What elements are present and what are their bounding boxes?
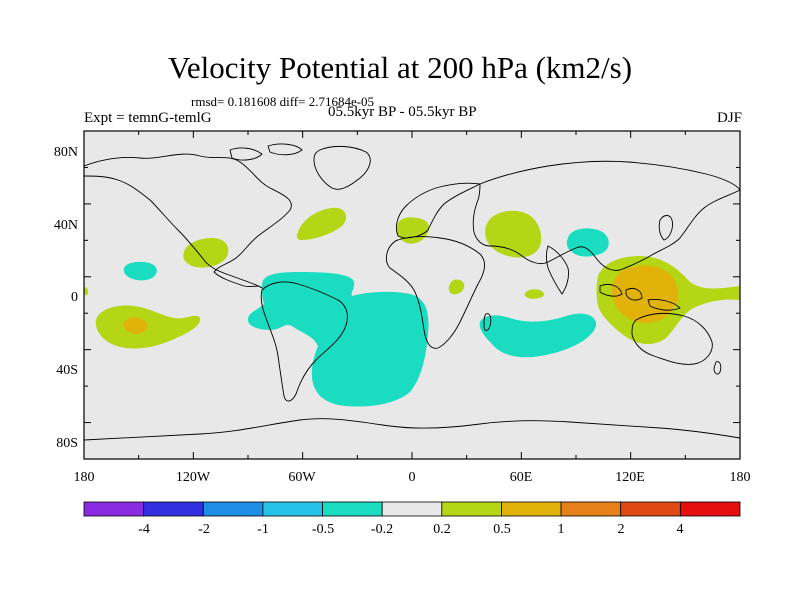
colorbar-box-8 — [560, 501, 622, 517]
coastlines — [84, 143, 740, 441]
experiment-label: Expt = temnG-temlG — [84, 110, 212, 126]
colorbar-box-4 — [322, 501, 383, 517]
lon-label-120e: 120E — [615, 470, 645, 485]
colorbar-box-5 — [381, 501, 443, 517]
colorbar-box-1 — [143, 501, 204, 517]
coast-north-america — [84, 153, 292, 289]
colorbar: -4 -2 -1 -0.5 -0.2 0.2 0.5 1 2 4 — [83, 501, 741, 537]
contour-positive-north-atlantic — [296, 207, 347, 240]
colorbar-label-0: -4 — [138, 522, 150, 537]
contour-positive-south-pacific — [95, 305, 201, 349]
colorbar-box-3 — [262, 501, 323, 517]
colorbar-label-7: 1 — [558, 522, 565, 537]
colorbar-box-2 — [202, 501, 264, 517]
lon-label-0: 0 — [409, 470, 416, 485]
colorbar-label-4: -0.2 — [371, 522, 393, 537]
season-label: DJF — [716, 110, 742, 126]
colorbar-label-2: -1 — [257, 522, 269, 537]
coast-india — [546, 245, 569, 295]
colorbar-box-10 — [679, 501, 741, 517]
coast-madagascar — [483, 313, 492, 331]
coast-south-america — [260, 281, 348, 402]
contour-positive-indian-small — [524, 289, 544, 299]
colorbar-label-1: -2 — [198, 522, 210, 537]
colorbar-box-7 — [501, 501, 562, 517]
lat-label-40n: 40N — [54, 218, 78, 233]
colorbar-label-6: 0.5 — [493, 522, 511, 537]
colorbar-box-9 — [620, 501, 681, 517]
contour-positive-arabia — [485, 210, 542, 258]
lon-label-60e: 60E — [510, 470, 533, 485]
coast-antarctica — [84, 418, 740, 441]
contour-positive-mediterranean — [396, 217, 430, 244]
colorbar-label-5: 0.2 — [433, 522, 451, 537]
lon-label-60w: 60W — [288, 470, 316, 485]
lat-label-80s: 80S — [56, 436, 78, 451]
lat-label-0: 0 — [71, 290, 78, 305]
coast-arctic-islands — [229, 143, 303, 161]
contour-layer — [84, 143, 740, 441]
colorbar-box-6 — [441, 501, 502, 517]
page-title: Velocity Potential at 200 hPa (km2/s) — [167, 50, 633, 85]
lon-label-180w: 180 — [74, 470, 95, 485]
tick-marks — [83, 130, 741, 460]
colorbar-label-9: 4 — [677, 522, 684, 537]
coast-greenland — [313, 145, 371, 190]
lat-label-80n: 80N — [54, 145, 78, 160]
colorbar-label-3: -0.5 — [312, 522, 334, 537]
coast-new-zealand — [713, 361, 722, 375]
coast-africa — [385, 236, 485, 349]
contour-positive-africa-small — [448, 279, 465, 295]
period-label: 05.5kyr BP - 05.5kyr BP — [328, 104, 477, 120]
coast-japan — [658, 215, 673, 241]
colorbar-box-0 — [83, 501, 145, 517]
lon-label-180e: 180 — [730, 470, 751, 485]
colorbar-label-8: 2 — [618, 522, 625, 537]
coast-maritime-continent — [599, 283, 681, 311]
lat-label-40s: 40S — [56, 363, 78, 378]
contour-negative-central-asia — [566, 228, 609, 257]
contour-positive-east-edge — [84, 287, 88, 296]
contour-negative-indian-ocean — [479, 313, 597, 358]
lon-label-120w: 120W — [176, 470, 211, 485]
coast-australia — [631, 312, 713, 365]
coast-asia — [472, 160, 740, 271]
contour-negative-atlantic — [248, 272, 429, 407]
contour-negative-pacific-east — [123, 261, 157, 281]
contour-positive-gulf — [183, 238, 229, 268]
stats-text: rmsd= 0.181608 diff= 2.71684e-05 — [191, 94, 375, 109]
contour-positive-south-pacific-core — [123, 317, 148, 334]
contour-positive-core — [612, 265, 679, 323]
